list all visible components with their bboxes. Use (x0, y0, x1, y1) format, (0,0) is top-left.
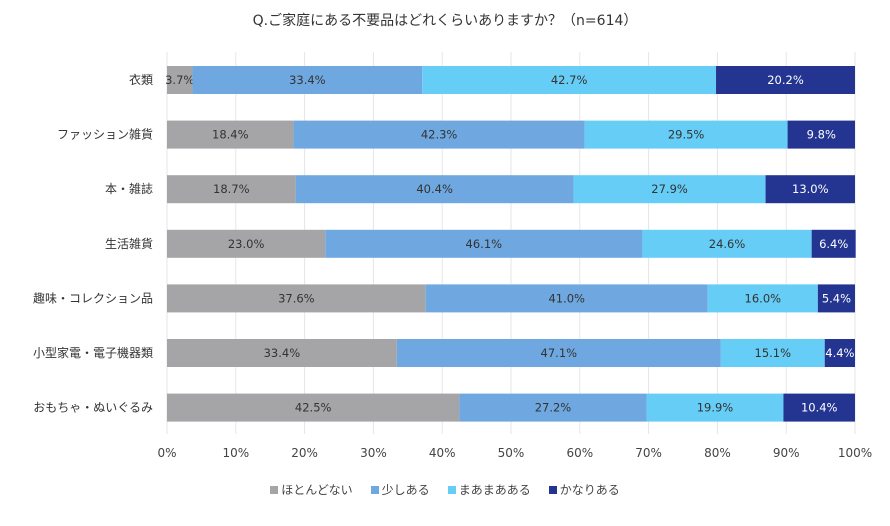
category-label: 生活雑貨 (105, 236, 153, 251)
x-tick-label: 20% (291, 446, 318, 460)
bar-segment (167, 393, 460, 422)
bar-segment (765, 175, 855, 204)
data-label: 37.6% (278, 291, 315, 305)
data-label: 10.4% (801, 401, 838, 415)
bar-segment (642, 229, 812, 258)
bar-segment (817, 284, 855, 313)
x-tick-label: 50% (498, 446, 525, 460)
x-tick-label: 90% (773, 446, 800, 460)
data-label: 3.7% (165, 73, 194, 87)
category-label: 本・雑誌 (105, 181, 153, 196)
bar-segment (293, 120, 585, 149)
legend-item: かなりある (548, 481, 620, 498)
bar-segment (192, 66, 423, 94)
data-label: 13.0% (792, 182, 829, 196)
bar-segment (787, 120, 855, 149)
category-label: 小型家電・電子機器類 (33, 345, 153, 360)
legend-swatch (270, 485, 279, 494)
data-label: 5.4% (822, 291, 851, 305)
bar-segment (167, 175, 296, 204)
data-label: 27.2% (535, 401, 572, 415)
data-label: 18.4% (212, 128, 249, 142)
data-label: 42.5% (295, 401, 332, 415)
data-label: 40.4% (416, 182, 453, 196)
data-label: 47.1% (541, 346, 578, 360)
category-label: おもちゃ・ぬいぐるみ (33, 401, 153, 415)
x-tick-label: 30% (360, 446, 387, 460)
bar-segment (707, 284, 818, 313)
data-label: 19.9% (697, 401, 734, 415)
bar-segment (811, 229, 856, 258)
x-tick-label: 0% (157, 446, 176, 460)
bar-segment (824, 339, 855, 367)
x-tick-label: 100% (838, 446, 872, 460)
bar-segment (573, 175, 766, 204)
bar-segment (422, 66, 717, 94)
legend-item: ほとんどない (270, 481, 353, 498)
data-label: 4.4% (825, 346, 854, 360)
legend-item: まあまあある (447, 481, 531, 498)
bar-segment (720, 339, 825, 367)
x-tick-label: 10% (222, 446, 249, 460)
data-label: 46.1% (466, 237, 503, 251)
data-label: 23.0% (228, 237, 265, 251)
bar-segment (167, 120, 294, 149)
data-label: 20.2% (767, 73, 804, 87)
bar-segment (584, 120, 788, 149)
legend-swatch (447, 485, 456, 494)
data-label: 42.3% (421, 128, 458, 142)
data-label: 41.0% (548, 291, 585, 305)
data-label: 6.4% (819, 237, 848, 251)
category-label: 趣味・コレクション品 (33, 290, 153, 305)
data-label: 24.6% (709, 237, 746, 251)
data-label: 9.8% (807, 128, 836, 142)
bar-segment (396, 339, 721, 367)
bar-segment (325, 229, 643, 258)
bar-segment (459, 393, 647, 422)
category-label: ファッション雑貨 (57, 127, 153, 142)
legend-swatch (548, 485, 557, 494)
bar-segment (646, 393, 784, 422)
x-tick-label: 60% (566, 446, 593, 460)
bar-segment (167, 66, 193, 94)
bar-segment (783, 393, 855, 422)
data-label: 15.1% (755, 346, 792, 360)
bar-segment (167, 229, 326, 258)
legend-item: 少しある (370, 481, 430, 498)
legend-label: ほとんどない (281, 483, 353, 497)
data-label: 33.4% (264, 346, 301, 360)
x-tick-label: 40% (429, 446, 456, 460)
data-label: 29.5% (668, 128, 705, 142)
legend-swatch (370, 485, 379, 494)
legend: ほとんどない 少しある まあまあある かなりある (0, 481, 890, 498)
data-label: 33.4% (289, 73, 326, 87)
legend-label: かなりある (559, 483, 620, 497)
bar-segment (167, 339, 397, 367)
data-label: 16.0% (745, 291, 782, 305)
bar-segment (716, 66, 855, 94)
category-label: 衣類 (129, 72, 153, 87)
data-label: 27.9% (651, 182, 688, 196)
x-tick-label: 70% (635, 446, 662, 460)
legend-label: まあまあある (458, 483, 531, 497)
bar-segment (295, 175, 574, 204)
bar-segment (425, 284, 708, 313)
chart-title: Q.ご家庭にある不要品はどれくらいありますか？（n=614） (252, 13, 638, 29)
data-label: 42.7% (551, 73, 588, 87)
bar-segment (167, 284, 426, 313)
data-label: 18.7% (213, 182, 250, 196)
legend-label: 少しある (381, 483, 430, 497)
x-tick-label: 80% (704, 446, 731, 460)
